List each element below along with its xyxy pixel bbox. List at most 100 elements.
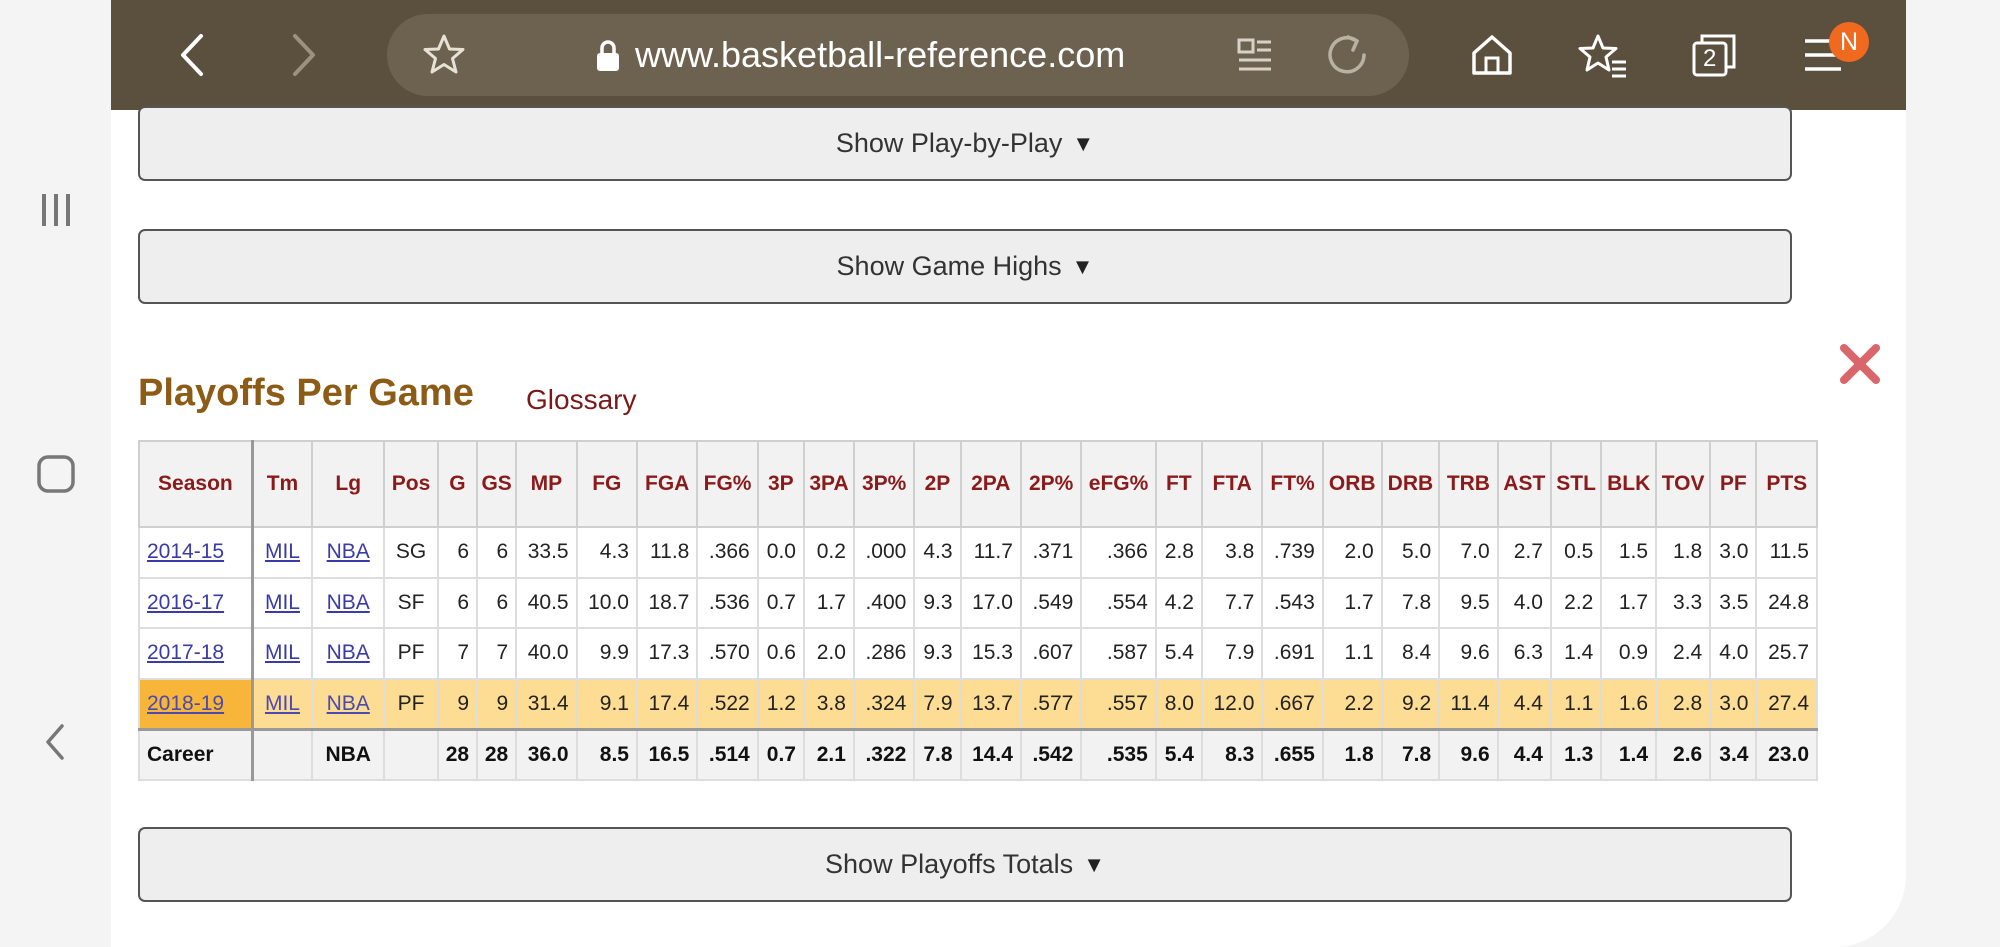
- cell-2p-pct: .371: [1019, 526, 1083, 579]
- column-header-season[interactable]: Season: [137, 440, 254, 528]
- cell-gs: 9: [476, 677, 518, 730]
- column-header-tm[interactable]: Tm: [251, 440, 314, 528]
- career-cell-fta: 8.3: [1200, 727, 1264, 781]
- column-header-2pa[interactable]: 2PA: [959, 440, 1022, 528]
- cell-drb: 9.2: [1380, 677, 1441, 730]
- show-game-highs-button[interactable]: Show Game Highs ▼: [138, 229, 1792, 304]
- season-link[interactable]: 2017-18: [147, 641, 225, 665]
- profile-badge[interactable]: N: [1829, 22, 1869, 62]
- column-header-3pa[interactable]: 3PA: [802, 440, 855, 528]
- cell-ft: 5.4: [1154, 627, 1204, 680]
- column-header-mp[interactable]: MP: [515, 440, 578, 528]
- column-header-pos[interactable]: Pos: [383, 440, 439, 528]
- column-header-2p-pct[interactable]: 2P%: [1019, 440, 1083, 528]
- column-header-fga[interactable]: FGA: [635, 440, 699, 528]
- reader-mode-button[interactable]: [1220, 20, 1290, 90]
- cell-mp: 40.0: [515, 627, 578, 680]
- career-cell-lg: NBA: [311, 727, 386, 781]
- tabs-button[interactable]: 2: [1679, 20, 1749, 90]
- show-playoffs-totals-button[interactable]: Show Playoffs Totals ▼: [138, 827, 1792, 902]
- recent-apps-button[interactable]: [0, 180, 111, 240]
- career-cell-tm: [251, 727, 314, 781]
- column-header-ast[interactable]: AST: [1496, 440, 1552, 528]
- close-icon[interactable]: [1835, 339, 1885, 389]
- column-header-ft-pct[interactable]: FT%: [1261, 440, 1324, 528]
- league-link[interactable]: NBA: [326, 641, 370, 665]
- season-link[interactable]: 2016-17: [147, 590, 225, 614]
- column-header-drb[interactable]: DRB: [1380, 440, 1441, 528]
- column-header-fg[interactable]: FG: [575, 440, 638, 528]
- cell-3p: 0.7: [756, 576, 805, 629]
- career-cell-g: 28: [436, 727, 479, 781]
- cell-tov: 1.8: [1655, 526, 1712, 579]
- team-link[interactable]: MIL: [264, 540, 300, 564]
- cell-blk: 0.9: [1600, 627, 1658, 680]
- star-icon: [423, 34, 465, 74]
- reload-icon: [1328, 35, 1366, 74]
- cell-lg: NBA: [311, 677, 386, 730]
- glossary-link[interactable]: Glossary: [526, 384, 637, 415]
- column-header-blk[interactable]: BLK: [1600, 440, 1658, 528]
- career-cell-stl: 1.3: [1549, 727, 1603, 781]
- column-header-3p[interactable]: 3P: [756, 440, 805, 528]
- column-header-gs[interactable]: GS: [476, 440, 518, 528]
- reader-mode-icon: [1237, 38, 1271, 71]
- forward-button[interactable]: [268, 20, 338, 90]
- cell-ast: 2.7: [1496, 526, 1552, 579]
- home-button[interactable]: [1457, 20, 1527, 90]
- playoffs-per-game-table: Season Tm Lg Pos G GS MP FG FGA FG% 3P 3PA 3P% 2P 2PA 2…: [137, 440, 1818, 781]
- column-header-tov[interactable]: TOV: [1655, 440, 1712, 528]
- cell-trb: 7.0: [1438, 526, 1499, 579]
- cell-3p: 1.2: [756, 677, 805, 730]
- team-link[interactable]: MIL: [264, 691, 300, 715]
- cell-2p-pct: .549: [1019, 576, 1083, 629]
- league-link[interactable]: NBA: [326, 540, 370, 564]
- reload-button[interactable]: [1312, 20, 1382, 90]
- cell-season: 2018-19: [137, 677, 254, 730]
- home-system-button[interactable]: [0, 444, 111, 504]
- table-row: 2016-17 MIL NBA SF 6 6 40.5 10.0 18.7.536 0.7 1.7.…: [137, 576, 1818, 629]
- back-button[interactable]: [158, 20, 228, 90]
- bookmarks-list-icon: [1578, 34, 1626, 78]
- play-by-play-label: Show Play-by-Play: [835, 128, 1063, 158]
- column-header-3p-pct[interactable]: 3P%: [852, 440, 916, 528]
- column-header-trb[interactable]: TRB: [1438, 440, 1499, 528]
- bookmarks-button[interactable]: [1568, 20, 1638, 90]
- season-link[interactable]: 2014-15: [147, 540, 225, 564]
- address-bar[interactable]: www.basketball-reference.com: [387, 14, 1409, 96]
- back-system-button[interactable]: [0, 712, 111, 772]
- cell-fta: 7.7: [1200, 576, 1264, 629]
- column-header-fg-pct[interactable]: FG%: [696, 440, 759, 528]
- cell-tm: MIL: [251, 677, 314, 730]
- team-link[interactable]: MIL: [264, 641, 300, 665]
- column-header-stl[interactable]: STL: [1549, 440, 1603, 528]
- league-link[interactable]: NBA: [326, 691, 370, 715]
- cell-pf: 4.0: [1709, 627, 1758, 680]
- column-header-g[interactable]: G: [436, 440, 479, 528]
- career-cell-2pa: 14.4: [959, 727, 1022, 781]
- team-link[interactable]: MIL: [264, 590, 300, 614]
- career-cell-ft: 5.4: [1154, 727, 1204, 781]
- cell-tm: MIL: [251, 627, 314, 680]
- cell-stl: 0.5: [1549, 526, 1603, 579]
- cell-ast: 6.3: [1496, 627, 1552, 680]
- column-header-efg-pct[interactable]: eFG%: [1080, 440, 1157, 528]
- bookmark-star-button[interactable]: [409, 20, 479, 90]
- season-link[interactable]: 2018-19: [147, 691, 225, 715]
- lock-icon: [597, 40, 619, 71]
- cell-blk: 1.6: [1600, 677, 1658, 730]
- column-header-fta[interactable]: FTA: [1200, 440, 1264, 528]
- column-header-ft[interactable]: FT: [1154, 440, 1204, 528]
- table-row: 2017-18 MIL NBA PF 7 7 40.0 9.9 17.3.570 0.6 2.0.2…: [137, 627, 1818, 680]
- show-play-by-play-button[interactable]: Show Play-by-Play ▼: [138, 106, 1792, 181]
- column-header-orb[interactable]: ORB: [1321, 440, 1383, 528]
- cell-orb: 1.7: [1321, 576, 1383, 629]
- column-header-pts[interactable]: PTS: [1755, 440, 1818, 528]
- cell-2p: 7.9: [913, 677, 962, 730]
- league-link[interactable]: NBA: [326, 590, 370, 614]
- table-body: 2014-15 MIL NBA SG 6 6 33.5 4.3 11.8.366 0.0 0.2.0…: [137, 526, 1818, 781]
- column-header-2p[interactable]: 2P: [913, 440, 962, 528]
- column-header-pf[interactable]: PF: [1709, 440, 1758, 528]
- cell-ft: 2.8: [1154, 526, 1204, 579]
- column-header-lg[interactable]: Lg: [311, 440, 386, 528]
